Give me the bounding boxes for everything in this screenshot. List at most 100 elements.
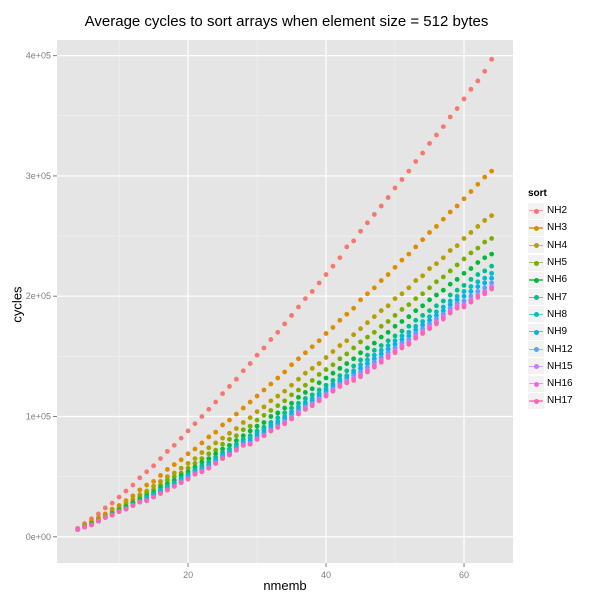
data-point-nh7	[378, 343, 384, 348]
data-point-nh9	[399, 337, 405, 342]
x-tick-label: 20	[183, 570, 193, 580]
data-point-nh5	[447, 268, 453, 274]
data-point-nh17	[144, 498, 150, 504]
data-point-nh2	[220, 391, 225, 397]
data-point-nh7	[289, 405, 294, 411]
data-point-nh8	[489, 270, 495, 276]
data-point-nh4	[309, 365, 315, 371]
data-point-nh3	[137, 487, 143, 493]
data-point-nh5	[199, 456, 205, 461]
data-point-nh5	[164, 477, 170, 483]
data-point-nh3	[316, 338, 322, 344]
y-axis-label: cycles	[9, 286, 25, 323]
data-point-nh17	[434, 321, 439, 327]
data-point-nh5	[309, 378, 315, 383]
data-point-nh17	[164, 487, 170, 493]
data-point-nh3	[420, 237, 426, 243]
data-point-nh2	[199, 414, 205, 419]
data-point-nh3	[489, 168, 495, 174]
data-point-nh2	[137, 475, 143, 481]
y-tick-label: 4e+05	[26, 51, 51, 61]
data-point-nh4	[406, 285, 412, 291]
data-point-nh7	[468, 276, 474, 282]
legend-item-nh2: NH2	[528, 202, 573, 219]
data-point-nh17	[468, 299, 474, 305]
data-point-nh4	[440, 255, 446, 261]
data-point-nh17	[296, 411, 301, 417]
data-point-nh17	[199, 469, 205, 475]
legend-key-icon	[528, 306, 544, 323]
data-point-nh9	[385, 346, 391, 352]
data-point-nh4	[365, 320, 370, 326]
legend-key-icon	[528, 375, 544, 392]
data-point-nh6	[213, 451, 219, 457]
data-point-nh5	[206, 451, 212, 457]
data-point-nh7	[454, 287, 460, 293]
legend-item-nh17: NH17	[528, 392, 573, 409]
data-point-nh2	[130, 482, 136, 488]
legend-item-nh9: NH9	[528, 323, 573, 340]
legend-label: NH16	[547, 378, 573, 390]
data-point-nh9	[475, 284, 481, 289]
data-point-nh17	[220, 456, 225, 461]
data-point-nh6	[344, 361, 350, 366]
data-point-nh5	[482, 239, 488, 245]
data-point-nh3	[468, 189, 474, 194]
data-point-nh2	[309, 288, 315, 294]
data-point-nh9	[420, 322, 426, 328]
data-point-nh17	[371, 364, 377, 370]
data-point-nh17	[171, 483, 177, 489]
legend: sort NH2 NH3 NH4 NH5 NH6 NH7 NH8 NH9 NH12 NH15 NH1…	[528, 188, 573, 410]
data-point-nh3	[378, 278, 384, 283]
data-point-nh2	[144, 469, 150, 475]
data-point-nh9	[378, 351, 384, 357]
data-point-nh5	[323, 367, 329, 372]
data-point-nh5	[468, 250, 474, 256]
data-point-nh5	[275, 403, 281, 409]
data-point-nh3	[323, 331, 329, 336]
data-point-nh7	[358, 357, 363, 363]
data-point-nh2	[261, 345, 267, 351]
data-point-nh4	[185, 461, 191, 466]
data-point-nh4	[275, 393, 281, 399]
data-point-nh8	[420, 319, 426, 324]
data-point-nh12	[482, 285, 488, 291]
data-point-nh6	[302, 390, 308, 395]
data-point-nh4	[254, 409, 260, 415]
y-tick-label: 3e+05	[26, 171, 51, 181]
data-point-nh4	[227, 430, 232, 436]
data-point-nh5	[247, 423, 253, 429]
data-point-nh4	[434, 261, 439, 267]
data-point-nh7	[399, 328, 405, 334]
data-point-nh3	[130, 493, 136, 499]
legend-key-icon	[528, 271, 544, 288]
legend-key-icon	[528, 219, 544, 236]
data-point-nh7	[296, 400, 301, 406]
data-point-nh17	[116, 509, 122, 514]
data-point-nh6	[420, 303, 426, 309]
data-point-nh17	[123, 506, 129, 512]
data-point-nh9	[392, 341, 398, 347]
data-point-nh7	[309, 392, 315, 398]
data-point-nh17	[227, 452, 232, 458]
data-point-nh5	[371, 329, 377, 335]
data-point-nh7	[282, 410, 288, 416]
data-point-nh7	[447, 292, 453, 298]
data-point-nh17	[109, 512, 115, 518]
data-point-nh4	[323, 355, 329, 360]
data-point-nh4	[358, 326, 363, 332]
data-point-nh6	[296, 394, 301, 400]
data-point-nh5	[233, 433, 239, 439]
data-point-nh6	[489, 251, 495, 257]
data-point-nh4	[413, 278, 419, 283]
data-point-nh6	[330, 370, 336, 376]
legend-key-icon	[528, 202, 544, 219]
data-point-nh3	[475, 181, 481, 187]
legend-item-nh15: NH15	[528, 358, 573, 375]
data-point-nh4	[351, 332, 357, 338]
data-point-nh4	[461, 236, 467, 241]
data-point-nh2	[268, 337, 274, 342]
data-point-nh3	[185, 451, 191, 457]
data-point-nh3	[365, 291, 370, 297]
data-point-nh2	[206, 406, 212, 412]
